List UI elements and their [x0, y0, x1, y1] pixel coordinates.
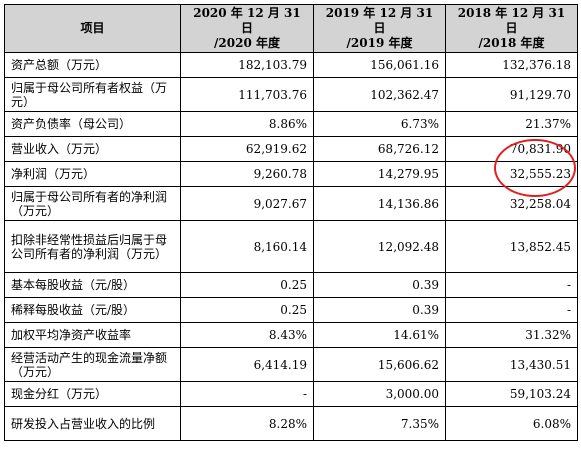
table-row: 基本每股收益（元/股） 0.25 0.39 - [4, 272, 578, 298]
cell-2018: 91,129.70 [445, 77, 578, 112]
cell-2018: 70,831.90 [445, 136, 578, 162]
row-label: 经营活动产生的现金流量净额（万元） [4, 347, 181, 382]
table-row: 资产负债率（母公司） 8.86% 6.73% 21.37% [4, 111, 578, 137]
cell-2019: 6.73% [313, 111, 446, 137]
cell-2018: - [445, 297, 578, 323]
cell-2019: 15,606.62 [313, 347, 446, 382]
table-row: 净利润（万元） 9,260.78 14,279.95 32,555.23 [4, 161, 578, 187]
cell-2019: 3,000.00 [313, 381, 446, 407]
table-row: 资产总额（万元） 182,103.79 156,061.16 132,376.1… [4, 52, 578, 78]
cell-2020: 8.86% [180, 111, 314, 137]
cell-2020: 0.25 [180, 272, 314, 298]
cell-2018: 32,555.23 [445, 161, 578, 187]
cell-2019: 7.35% [313, 406, 446, 441]
row-label: 现金分红（万元） [4, 381, 181, 407]
cell-2020: - [180, 381, 314, 407]
cell-2019: 14,279.95 [313, 161, 446, 187]
cell-2020: 6,414.19 [180, 347, 314, 382]
cell-2018: 13,430.51 [445, 347, 578, 382]
cell-2020: 0.25 [180, 297, 314, 323]
table-row: 稀释每股收益（元/股） 0.25 0.39 - [4, 297, 578, 323]
cell-2018: - [445, 272, 578, 298]
cell-2020: 9,027.67 [180, 186, 314, 221]
cell-2020: 8,160.14 [180, 220, 314, 273]
table-row: 研发投入占营业收入的比例 8.28% 7.35% 6.08% [4, 406, 578, 441]
financial-summary-table: 项目 2020 年 12 月 31 日 /2020 年度 2019 年 12 月… [4, 4, 578, 441]
header-2018: 2018 年 12 月 31 日 /2018 年度 [445, 4, 578, 53]
row-label: 加权平均净资产收益率 [4, 322, 181, 348]
cell-2019: 14.61% [313, 322, 446, 348]
table-header-row: 项目 2020 年 12 月 31 日 /2020 年度 2019 年 12 月… [4, 4, 578, 53]
row-label: 营业收入（万元） [4, 136, 181, 162]
cell-2020: 62,919.62 [180, 136, 314, 162]
cell-2019: 68,726.12 [313, 136, 446, 162]
table-row: 加权平均净资产收益率 8.43% 14.61% 31.32% [4, 322, 578, 348]
cell-2018: 31.32% [445, 322, 578, 348]
row-label: 净利润（万元） [4, 161, 181, 187]
header-2019-year: /2019 年度 [346, 36, 413, 50]
row-label: 扣除非经常性损益后归属于母公司所有者的净利润（万元） [4, 220, 181, 273]
cell-2018: 21.37% [445, 111, 578, 137]
table-row: 现金分红（万元） - 3,000.00 59,103.24 [4, 381, 578, 407]
cell-2020: 8.28% [180, 406, 314, 441]
cell-2019: 14,136.86 [313, 186, 446, 221]
header-2019: 2019 年 12 月 31 日 /2019 年度 [313, 4, 446, 53]
row-label: 资产总额（万元） [4, 52, 181, 78]
cell-2020: 182,103.79 [180, 52, 314, 78]
row-label: 归属于母公司所有者权益（万元） [4, 77, 181, 112]
header-2018-year: /2018 年度 [478, 36, 545, 50]
table-row: 营业收入（万元） 62,919.62 68,726.12 70,831.90 [4, 136, 578, 162]
cell-2020: 8.43% [180, 322, 314, 348]
cell-2019: 0.39 [313, 272, 446, 298]
header-item: 项目 [4, 4, 181, 53]
cell-2018: 59,103.24 [445, 381, 578, 407]
header-2018-date: 2018 年 12 月 31 日 [457, 6, 566, 35]
cell-2018: 32,258.04 [445, 186, 578, 221]
cell-2018: 6.08% [445, 406, 578, 441]
table-row: 归属于母公司所有者的净利润（万元） 9,027.67 14,136.86 32,… [4, 186, 578, 221]
table-row: 扣除非经常性损益后归属于母公司所有者的净利润（万元） 8,160.14 12,0… [4, 220, 578, 273]
header-2020: 2020 年 12 月 31 日 /2020 年度 [180, 4, 314, 53]
header-2020-date: 2020 年 12 月 31 日 [193, 6, 301, 35]
table-row: 经营活动产生的现金流量净额（万元） 6,414.19 15,606.62 13,… [4, 347, 578, 382]
cell-2020: 111,703.76 [180, 77, 314, 112]
row-label: 稀释每股收益（元/股） [4, 297, 181, 323]
cell-2019: 102,362.47 [313, 77, 446, 112]
table-row: 归属于母公司所有者权益（万元） 111,703.76 102,362.47 91… [4, 77, 578, 112]
cell-2020: 9,260.78 [180, 161, 314, 187]
row-label: 资产负债率（母公司） [4, 111, 181, 137]
cell-2019: 0.39 [313, 297, 446, 323]
header-2020-year: /2020 年度 [214, 36, 280, 50]
cell-2019: 12,092.48 [313, 220, 446, 273]
row-label: 基本每股收益（元/股） [4, 272, 181, 298]
cell-2019: 156,061.16 [313, 52, 446, 78]
cell-2018: 13,852.45 [445, 220, 578, 273]
row-label: 研发投入占营业收入的比例 [4, 406, 181, 441]
row-label: 归属于母公司所有者的净利润（万元） [4, 186, 181, 221]
cell-2018: 132,376.18 [445, 52, 578, 78]
header-2019-date: 2019 年 12 月 31 日 [325, 6, 434, 35]
